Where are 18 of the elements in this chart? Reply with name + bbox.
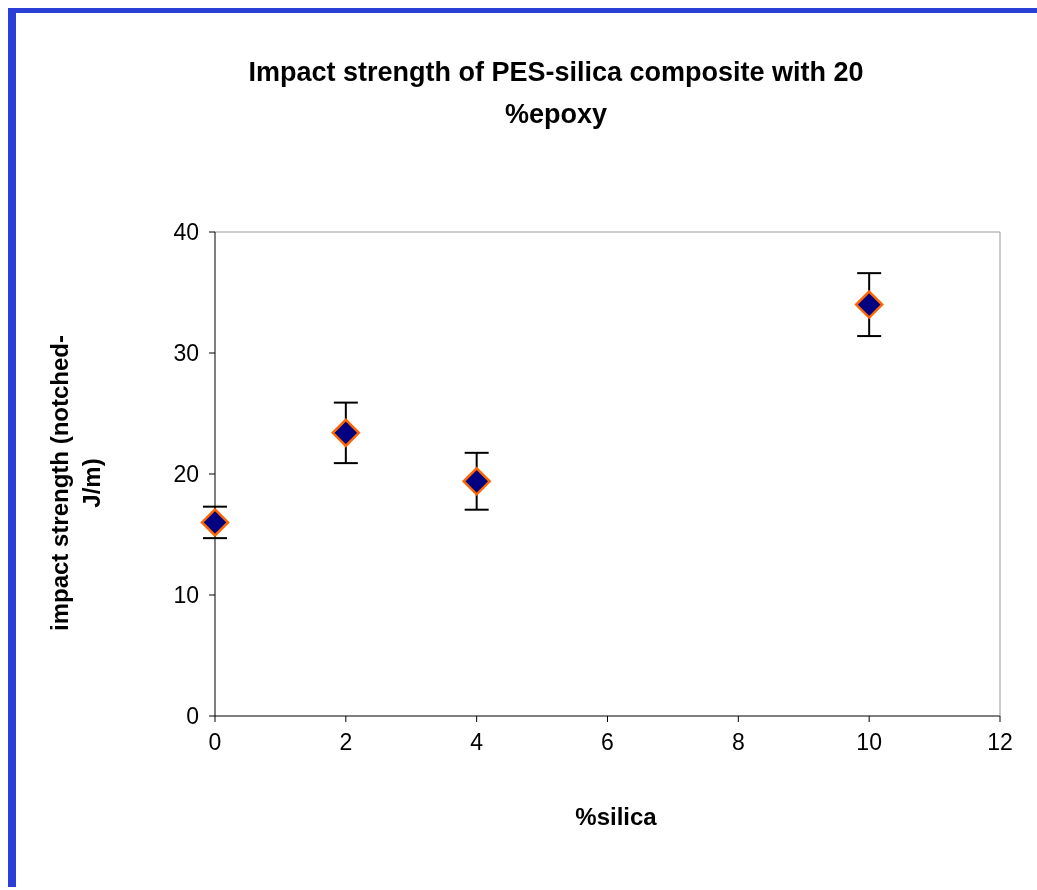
x-axis-title: %silica [574, 803, 658, 831]
y-tick-label: 20 [173, 461, 199, 488]
y-tick-label: 40 [173, 219, 199, 246]
point [854, 290, 884, 319]
x-tick-label: 4 [470, 729, 484, 756]
x-tick-label: 8 [731, 729, 745, 756]
point [462, 467, 491, 496]
x-tick-label: 12 [987, 729, 1013, 756]
y-tick-label: 0 [186, 703, 199, 730]
x-tick-label: 2 [339, 729, 353, 756]
y-tick-label: 30 [173, 340, 199, 367]
x-tick-label: 6 [601, 729, 614, 756]
x-tick-label: 10 [856, 729, 882, 756]
y-tick-label: 10 [173, 582, 199, 609]
y-axis-title: impact strength (notched-J/m) [45, 334, 106, 633]
point [331, 418, 361, 448]
x-tick-label: 0 [208, 729, 222, 756]
chart-title: Impact strength of PES-silica composite with 20 %epoxy [247, 56, 865, 131]
